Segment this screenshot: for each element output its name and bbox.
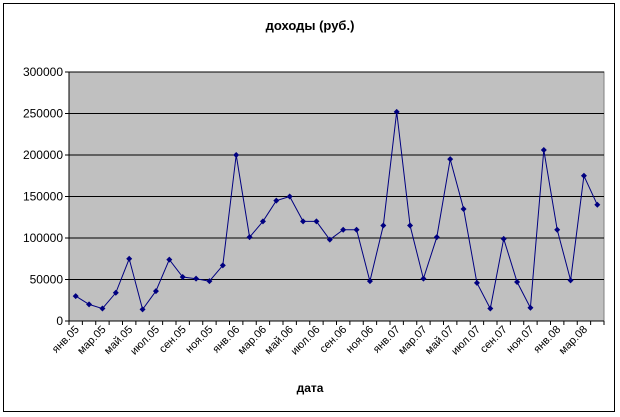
data-point <box>500 235 507 242</box>
data-point <box>99 305 106 312</box>
data-point <box>527 304 534 311</box>
data-point <box>233 152 240 158</box>
y-tick-label: 50000 <box>30 273 64 287</box>
data-point <box>594 201 601 208</box>
x-tick-label: ноя.06 <box>344 324 376 356</box>
data-point <box>380 222 387 229</box>
x-tick-label: мар.05 <box>75 324 108 357</box>
x-tick-label: мар.07 <box>396 324 429 357</box>
data-point <box>407 222 414 229</box>
data-point <box>473 279 480 286</box>
data-point <box>273 197 280 204</box>
x-tick-label: июл.06 <box>289 324 323 358</box>
y-tick-label: 0 <box>56 314 63 328</box>
data-point <box>487 305 494 312</box>
data-point <box>259 218 266 225</box>
data-point <box>366 278 373 285</box>
y-tick-label: 150000 <box>23 190 63 204</box>
data-point <box>540 147 547 154</box>
data-point <box>460 205 467 212</box>
x-tick-label: ноя.05 <box>183 324 215 356</box>
y-tick-label: 100000 <box>23 231 63 245</box>
y-tick-label: 250000 <box>23 107 63 121</box>
data-point <box>420 275 427 282</box>
data-point <box>246 234 253 241</box>
x-tick-label: июл.07 <box>449 324 483 358</box>
data-point <box>326 236 333 243</box>
data-point <box>219 262 226 269</box>
x-tick-label: мар.08 <box>557 324 590 357</box>
data-point <box>514 278 521 285</box>
data-point <box>152 288 159 295</box>
data-point <box>179 274 186 281</box>
data-point <box>300 218 307 225</box>
data-point <box>433 234 440 241</box>
data-point <box>193 275 200 282</box>
x-tick-label: сен.07 <box>478 324 510 356</box>
x-tick-label: сен.05 <box>157 324 189 356</box>
y-tick-label: 300000 <box>23 65 63 79</box>
data-point <box>166 256 173 263</box>
data-point <box>206 278 213 285</box>
x-tick-label: ноя.07 <box>504 324 536 356</box>
data-point <box>393 108 400 115</box>
data-point <box>554 226 561 233</box>
series-line <box>75 111 598 311</box>
data-point <box>112 289 119 296</box>
data-point <box>139 306 146 313</box>
data-point <box>72 293 79 300</box>
data-point <box>447 156 454 163</box>
x-tick-label: июл.05 <box>128 324 162 358</box>
x-tick-label: мар.06 <box>236 324 269 357</box>
data-point <box>340 226 347 233</box>
data-point <box>286 193 293 200</box>
data-point <box>580 172 587 179</box>
y-tick-label: 200000 <box>23 148 63 162</box>
data-point <box>353 226 360 233</box>
data-point <box>313 218 320 225</box>
data-point <box>567 277 574 284</box>
chart-title: доходы (руб.) <box>265 18 355 33</box>
x-tick-label: сен.06 <box>318 324 350 356</box>
x-axis-label: дата <box>296 381 324 395</box>
data-point <box>126 255 133 262</box>
data-point <box>86 301 93 308</box>
